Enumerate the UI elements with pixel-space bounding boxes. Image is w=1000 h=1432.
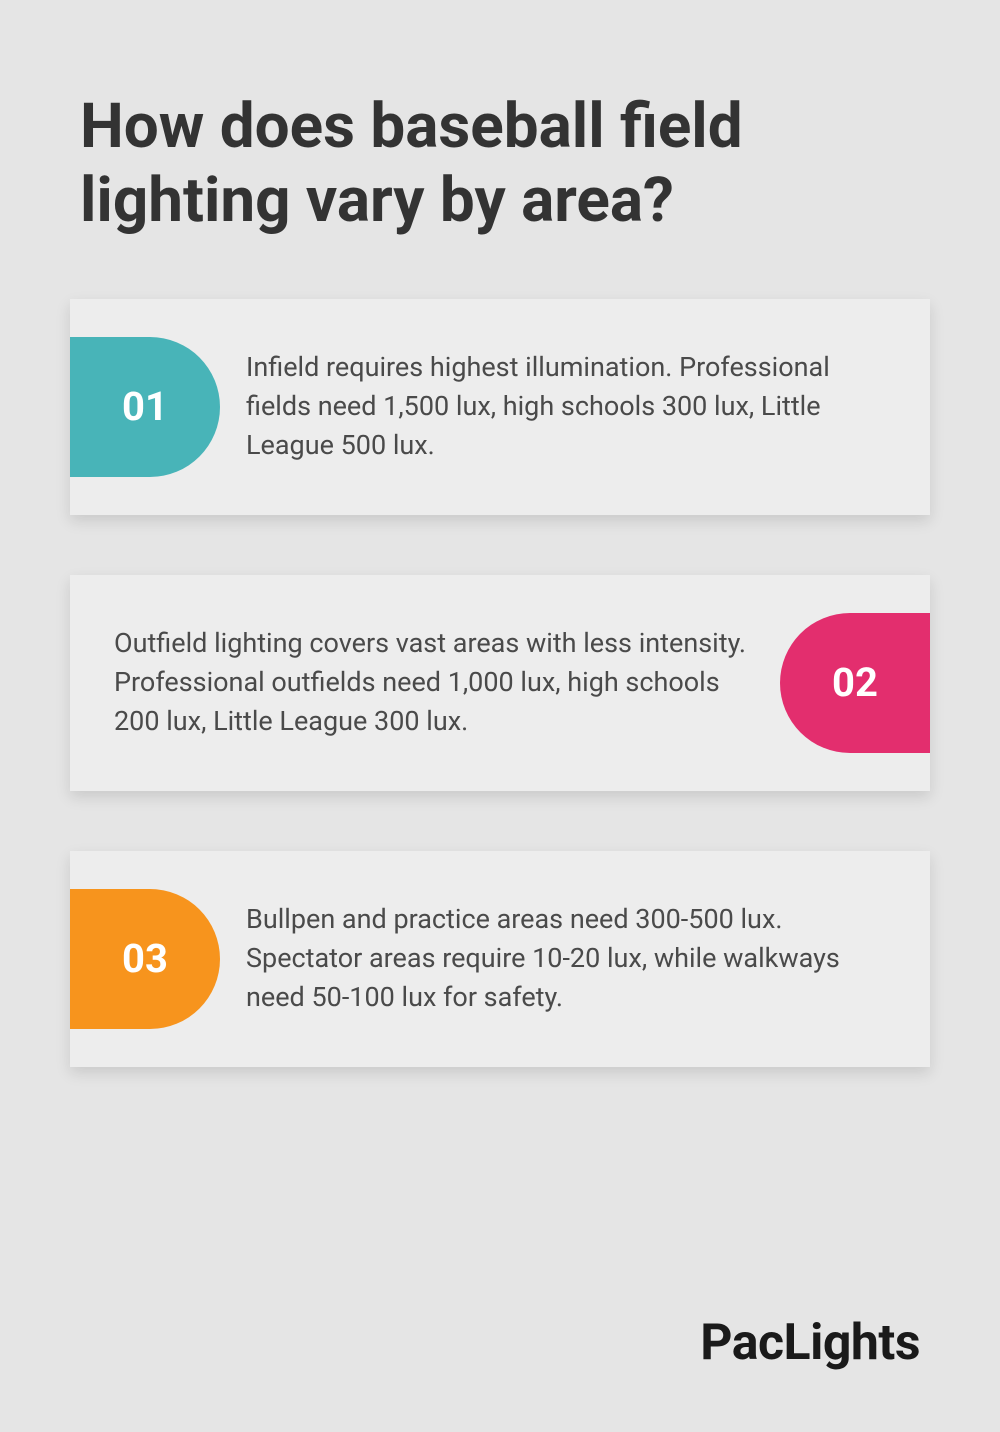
card-02-text: Outfield lighting covers vast areas with…: [114, 624, 754, 741]
brand-logo: PacLights: [700, 1314, 920, 1372]
card-03: 03 Bullpen and practice areas need 300-5…: [70, 851, 930, 1067]
card-01-text: Infield requires highest illumination. P…: [246, 348, 886, 465]
page-title: How does baseball field lighting vary by…: [0, 0, 1000, 239]
card-list: 01 Infield requires highest illumination…: [0, 239, 1000, 1067]
badge-01: 01: [70, 337, 220, 477]
card-03-text: Bullpen and practice areas need 300-500 …: [246, 900, 886, 1017]
card-01: 01 Infield requires highest illumination…: [70, 299, 930, 515]
badge-02: 02: [780, 613, 930, 753]
card-02: Outfield lighting covers vast areas with…: [70, 575, 930, 791]
badge-03: 03: [70, 889, 220, 1029]
